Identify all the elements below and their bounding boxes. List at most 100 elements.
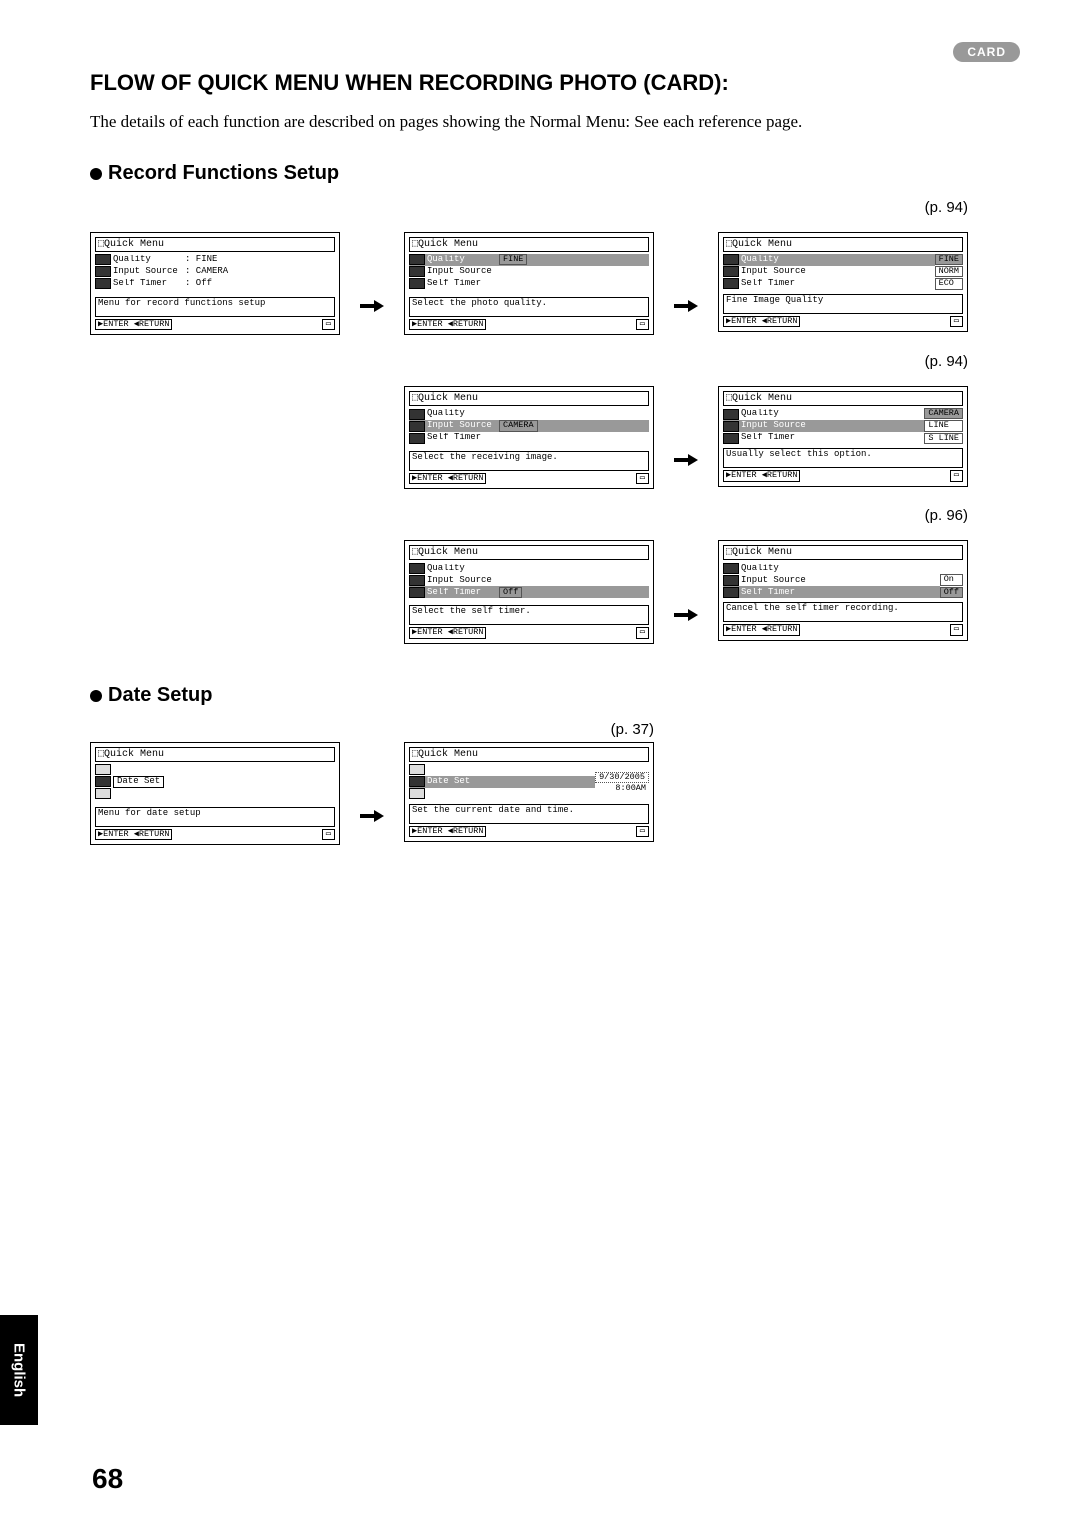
menu-footer: ▶ENTER ◀RETURN▭	[95, 319, 335, 330]
menu-item: QualityFINE	[409, 254, 649, 266]
language-tab: English	[0, 1315, 38, 1425]
timer-icon	[723, 587, 739, 598]
menu-item: Date Set	[409, 776, 595, 788]
card-icon: ▭	[636, 627, 649, 638]
arrow-icon	[666, 232, 706, 335]
menu-items: Quality: FINE Input Source: CAMERA Self …	[95, 254, 335, 290]
menu-box: ⬚Quick Menu Quality Input Source Self Ti…	[718, 540, 968, 640]
menu-item: Quality: FINE	[95, 254, 335, 266]
menu-box: ⬚Quick Menu Quality Input SourceCAMERA S…	[404, 386, 654, 489]
menu-desc: Usually select this option.	[723, 448, 963, 468]
menu-item: Input Source	[409, 574, 649, 586]
blank-icon	[409, 764, 425, 775]
menu-item: Self Timer	[723, 432, 924, 444]
card-icon: ▭	[322, 319, 335, 330]
menu-footer: ▶ENTER ◀RETURN▭	[723, 470, 963, 481]
quality-icon	[723, 563, 739, 574]
input-icon	[723, 575, 739, 586]
record-functions-flows: (p. 94) ⬚Quick Menu Quality: FINE Input …	[90, 199, 1020, 644]
input-icon	[723, 266, 739, 277]
menu-item	[95, 788, 335, 800]
section-date-setup: Date Setup	[90, 684, 1020, 707]
arrow-icon	[352, 232, 392, 335]
menu-items: Quality Input Source Self Timer On Off	[723, 562, 963, 598]
flow-row-self-timer: (p. 96) ⬚Quick Menu Quality Input Source…	[90, 507, 1020, 643]
menu-header: ⬚Quick Menu	[723, 237, 963, 252]
input-icon	[95, 266, 111, 277]
input-icon	[723, 421, 739, 432]
menu-item: Quality	[409, 408, 649, 420]
timer-icon	[95, 278, 111, 289]
menu-items: Quality Input Source Self Timer FINE NOR…	[723, 254, 963, 290]
menu-header: ⬚Quick Menu	[95, 747, 335, 762]
menu-desc: Menu for record functions setup	[95, 297, 335, 317]
menu-item: Self Timer	[409, 278, 649, 290]
menu-items: Date Set	[95, 764, 335, 800]
section1-label: Record Functions Setup	[108, 162, 339, 184]
page-ref-1: (p. 94)	[718, 199, 968, 216]
menu-footer: ▶ENTER ◀RETURN▭	[95, 829, 335, 840]
quality-icon	[409, 563, 425, 574]
menu-footer: ▶ENTER ◀RETURN▭	[409, 627, 649, 638]
date-values: 9/30/2005 8:00AM	[595, 772, 649, 800]
section-record-functions: Record Functions Setup	[90, 162, 1020, 185]
intro-text: The details of each function are describ…	[90, 110, 1020, 134]
menu-desc: Set the current date and time.	[409, 804, 649, 824]
menu-item: Date Set	[95, 776, 335, 788]
menu-box: ⬚Quick Menu Date Set 9/30/2005 8:00AM Se…	[404, 742, 654, 842]
menu-item: Self Timer	[723, 586, 940, 598]
input-icon	[409, 266, 425, 277]
main-title: FLOW OF QUICK MENU WHEN RECORDING PHOTO …	[90, 70, 1020, 96]
blank-icon	[95, 788, 111, 799]
card-badge: CARD	[953, 42, 1020, 62]
flow-row-input-source: (p. 94) ⬚Quick Menu Quality Input Source…	[90, 353, 1020, 489]
blank-icon	[95, 764, 111, 775]
menu-item	[95, 764, 335, 776]
menu-header: ⬚Quick Menu	[409, 545, 649, 560]
flow-row-quality: (p. 94) ⬚Quick Menu Quality: FINE Input …	[90, 199, 1020, 335]
menu-header: ⬚Quick Menu	[409, 237, 649, 252]
menu-item: Self Timer	[409, 432, 649, 444]
menu-item: Input SourceCAMERA	[409, 420, 649, 432]
menu-items: QualityFINE Input Source Self Timer	[409, 254, 649, 290]
card-icon: ▭	[322, 829, 335, 840]
options: FINE NORM ECO	[935, 254, 963, 290]
timer-icon	[409, 433, 425, 444]
quality-icon	[723, 409, 739, 420]
menu-items: Quality Input Source Self TimerOff	[409, 562, 649, 598]
card-icon: ▭	[950, 470, 963, 481]
menu-desc: Select the self timer.	[409, 605, 649, 625]
arrow-icon	[666, 386, 706, 489]
menu-footer: ▶ENTER ◀RETURN▭	[409, 826, 649, 837]
menu-item: Self Timer: Off	[95, 278, 335, 290]
menu-desc: Menu for date setup	[95, 807, 335, 827]
date-icon	[409, 776, 425, 787]
menu-box: ⬚Quick Menu Quality Input Source Self Ti…	[718, 232, 968, 332]
quality-icon	[95, 254, 111, 265]
page-ref-date: (p. 37)	[404, 721, 654, 738]
date-setup-flow: (p. 37) ⬚Quick Menu Date Set Menu for da…	[90, 721, 1020, 845]
menu-item: Quality	[723, 254, 935, 266]
timer-icon	[723, 433, 739, 444]
timer-icon	[723, 278, 739, 289]
menu-box: ⬚Quick Menu Quality Input Source Self Ti…	[404, 540, 654, 643]
quality-icon	[409, 254, 425, 265]
timer-icon	[409, 278, 425, 289]
menu-item: Quality	[723, 408, 924, 420]
page-ref-2: (p. 94)	[718, 353, 968, 370]
menu-item	[409, 788, 595, 800]
card-icon: ▭	[636, 319, 649, 330]
bullet-icon	[90, 168, 102, 180]
menu-header: ⬚Quick Menu	[409, 747, 649, 762]
date-icon	[95, 776, 111, 787]
menu-box: ⬚Quick Menu Quality: FINE Input Source: …	[90, 232, 340, 335]
card-icon: ▭	[636, 826, 649, 837]
menu-desc: Cancel the self timer recording.	[723, 602, 963, 622]
menu-items: Date Set 9/30/2005 8:00AM	[409, 764, 649, 800]
menu-footer: ▶ENTER ◀RETURN▭	[409, 473, 649, 484]
arrow-icon	[352, 742, 392, 845]
options: On Off	[940, 574, 963, 598]
menu-desc: Select the receiving image.	[409, 451, 649, 471]
menu-footer: ▶ENTER ◀RETURN▭	[723, 624, 963, 635]
menu-item: Self TimerOff	[409, 586, 649, 598]
